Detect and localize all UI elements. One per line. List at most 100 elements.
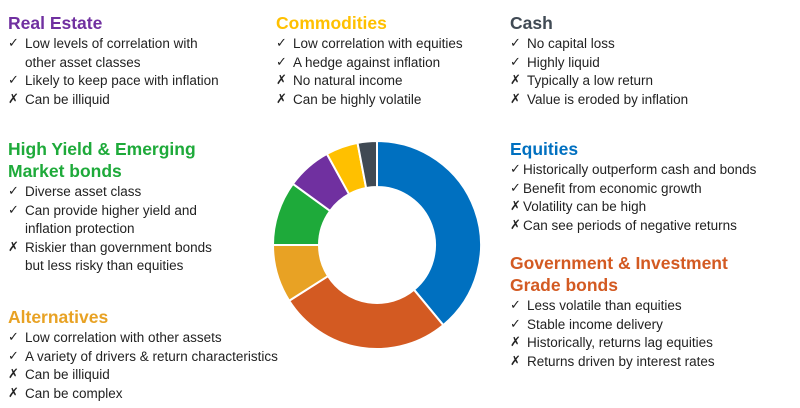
list-item: ✓ A variety of drivers & return character… bbox=[8, 348, 278, 367]
list-item-text: Value is eroded by inflation bbox=[527, 91, 689, 107]
list-item-text: Can be complex bbox=[25, 385, 123, 401]
list-item: ✗ Can see periods of negative returns bbox=[510, 217, 756, 236]
list-item: ✗ Typically a low return bbox=[510, 72, 688, 91]
list-item-text: Low correlation with other assets bbox=[25, 330, 222, 345]
list-item-text: Volatility can be high bbox=[523, 199, 647, 215]
commodities-section: Commodities ✓ Low correlation with equiti… bbox=[276, 12, 463, 109]
high-yield-title: High Yield & Emerging Market bonds bbox=[8, 138, 212, 182]
list-item-text: No capital loss bbox=[527, 36, 615, 51]
list-item: ✓ Low levels of correlation with other ass… bbox=[8, 35, 219, 72]
check-icon: ✓ bbox=[510, 54, 521, 70]
list-item: ✓ A hedge against inflation bbox=[276, 54, 463, 73]
list-item-text: Riskier than government bonds bbox=[25, 239, 212, 255]
list-item-text: Less volatile than equities bbox=[527, 298, 682, 313]
real-estate-section: Real Estate ✓ Low levels of correlation w… bbox=[8, 12, 219, 109]
list-item: ✗ Historically, returns lag equities bbox=[510, 334, 728, 353]
list-item: ✗ Returns driven by interest rates bbox=[510, 353, 728, 372]
list-item-text: Low correlation with equities bbox=[293, 36, 463, 51]
list-item-text: Typically a low return bbox=[527, 73, 654, 89]
list-item: ✓ Low correlation with equities bbox=[276, 35, 463, 54]
list-item-text: Historically, returns lag equities bbox=[527, 335, 713, 351]
check-icon: ✓ bbox=[510, 36, 521, 51]
donut-segment-cash bbox=[356, 139, 378, 190]
list-item-text: Likely to keep pace with inflation bbox=[25, 73, 219, 89]
check-icon: ✓ bbox=[510, 316, 521, 332]
list-item: ✓ Benefit from economic growth bbox=[510, 180, 756, 199]
cross-icon: ✗ bbox=[8, 385, 19, 401]
check-icon: ✓ bbox=[510, 162, 521, 177]
cross-icon: ✗ bbox=[8, 239, 19, 255]
list-item-text: A hedge against inflation bbox=[293, 54, 441, 70]
alternatives-section: Alternatives ✓ Low correlation with other… bbox=[8, 306, 278, 403]
cash-title: Cash bbox=[510, 13, 553, 33]
high-yield-list: ✓ Diverse asset class ✓ Can provide higher … bbox=[8, 183, 212, 276]
list-item-text: Benefit from economic growth bbox=[523, 180, 702, 196]
government-bonds-title: Government & Investment Grade bonds bbox=[510, 252, 728, 296]
cash-list: ✓ No capital loss ✓ Highly liquid ✗ Typically… bbox=[510, 35, 688, 109]
list-item: ✗ Can be complex bbox=[8, 385, 278, 404]
list-item-text: Can provide higher yield and bbox=[25, 202, 197, 218]
alternatives-list: ✓ Low correlation with other assets ✓ A var… bbox=[8, 329, 278, 403]
donut-segment-equities bbox=[376, 139, 482, 327]
real-estate-list: ✓ Low levels of correlation with other ass… bbox=[8, 35, 219, 109]
equities-list: ✓ Historically outperform cash and bonds ✓… bbox=[510, 161, 756, 235]
list-item-text: Historically outperform cash and bonds bbox=[523, 162, 757, 177]
check-icon: ✓ bbox=[8, 202, 19, 218]
real-estate-title: Real Estate bbox=[8, 13, 103, 33]
list-item: ✗ Can be illiquid bbox=[8, 366, 278, 385]
list-item: ✗ No natural income bbox=[276, 72, 463, 91]
cross-icon: ✗ bbox=[8, 91, 19, 107]
list-item: ✓ Likely to keep pace with inflation bbox=[8, 72, 219, 91]
list-item-text: Can be illiquid bbox=[25, 91, 110, 107]
cross-icon: ✗ bbox=[510, 335, 521, 351]
government-bonds-section: Government & Investment Grade bonds ✓ Les… bbox=[510, 252, 728, 371]
asset-allocation-donut bbox=[271, 139, 482, 350]
cross-icon: ✗ bbox=[276, 73, 287, 89]
government-bonds-list: ✓ Less volatile than equities ✓ Stable inco… bbox=[510, 297, 728, 371]
cross-icon: ✗ bbox=[8, 367, 19, 383]
list-item-text: Returns driven by interest rates bbox=[527, 353, 715, 369]
cross-icon: ✗ bbox=[510, 217, 521, 233]
cross-icon: ✗ bbox=[510, 91, 521, 107]
list-item-text-continued: other asset classes bbox=[25, 54, 141, 70]
check-icon: ✓ bbox=[8, 73, 19, 89]
check-icon: ✓ bbox=[510, 180, 521, 196]
list-item-text: No natural income bbox=[293, 73, 403, 89]
list-item: ✓ Highly liquid bbox=[510, 54, 688, 73]
cross-icon: ✗ bbox=[276, 91, 287, 107]
list-item: ✓ Can provide higher yield and inflation p… bbox=[8, 202, 212, 239]
alternatives-title: Alternatives bbox=[8, 307, 109, 327]
check-icon: ✓ bbox=[8, 184, 19, 199]
list-item: ✗ Can be highly volatile bbox=[276, 91, 463, 110]
check-icon: ✓ bbox=[276, 36, 287, 51]
cross-icon: ✗ bbox=[510, 199, 521, 215]
list-item-text: Can see periods of negative returns bbox=[523, 217, 737, 233]
list-item: ✗ Riskier than government bonds but less r… bbox=[8, 239, 212, 276]
list-item: ✓ Less volatile than equities bbox=[510, 297, 728, 316]
list-item-text-continued: but less risky than equities bbox=[25, 258, 184, 274]
commodities-list: ✓ Low correlation with equities ✓ A hedge a… bbox=[276, 35, 463, 109]
cross-icon: ✗ bbox=[510, 353, 521, 369]
government-bonds-title-line-2: Grade bonds bbox=[510, 275, 618, 295]
list-item-text: A variety of drivers & return characteri… bbox=[25, 348, 278, 364]
list-item: ✓ No capital loss bbox=[510, 35, 688, 54]
list-item: ✗ Volatility can be high bbox=[510, 198, 756, 217]
check-icon: ✓ bbox=[510, 298, 521, 313]
high-yield-title-line-2: Market bonds bbox=[8, 161, 122, 181]
equities-title: Equities bbox=[510, 139, 579, 159]
cross-icon: ✗ bbox=[510, 73, 521, 89]
list-item: ✓ Low correlation with other assets bbox=[8, 329, 278, 348]
high-yield-section: High Yield & Emerging Market bonds ✓ Dive… bbox=[8, 138, 212, 276]
list-item-text: Can be illiquid bbox=[25, 367, 110, 383]
check-icon: ✓ bbox=[8, 348, 19, 364]
check-icon: ✓ bbox=[8, 36, 19, 51]
government-bonds-title-line-1: Government & Investment bbox=[510, 253, 728, 273]
list-item-text-continued: inflation protection bbox=[25, 221, 135, 237]
check-icon: ✓ bbox=[276, 54, 287, 70]
list-item-text: Can be highly volatile bbox=[293, 91, 422, 107]
list-item: ✗ Value is eroded by inflation bbox=[510, 91, 688, 110]
list-item-text: Low levels of correlation with bbox=[25, 36, 198, 51]
check-icon: ✓ bbox=[8, 330, 19, 345]
equities-section: Equities ✓ Historically outperform cash a… bbox=[510, 138, 756, 235]
cash-section: Cash ✓ No capital loss ✓ Highly liquid ✗ Typi… bbox=[510, 12, 688, 109]
